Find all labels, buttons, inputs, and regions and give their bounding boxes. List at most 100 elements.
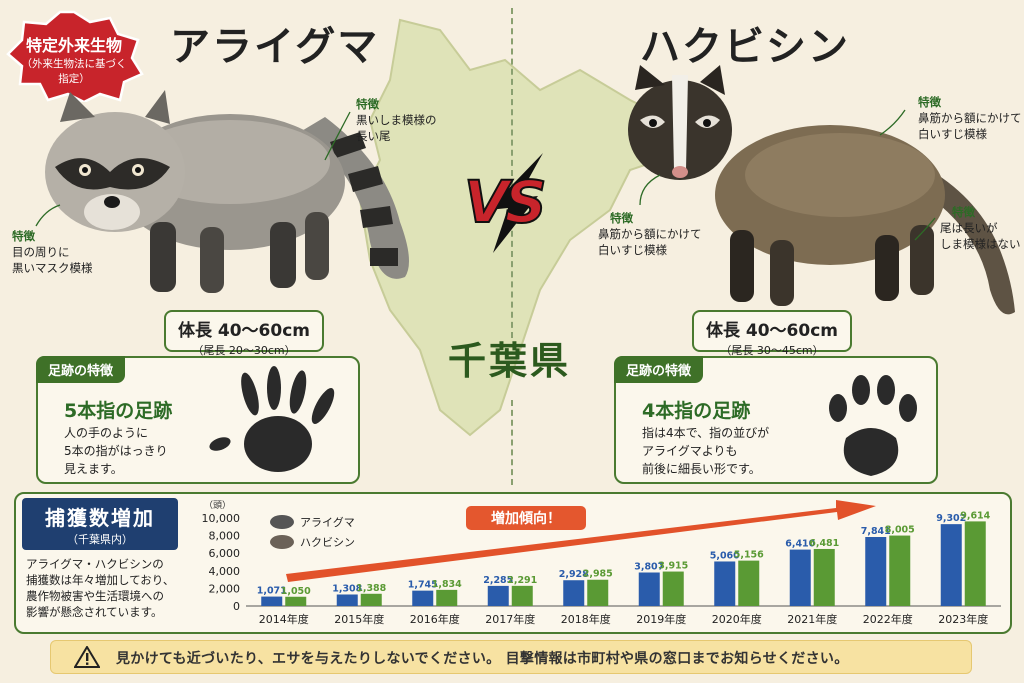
civet-feature-side-heading: 特徴 — [610, 211, 633, 225]
raccoon-footprint-title: 5本指の足跡 — [64, 400, 173, 422]
bar-value-label: 1,050 — [281, 586, 311, 597]
trend-arrow-shape — [286, 500, 876, 582]
bar-value-label: 6,481 — [809, 538, 839, 549]
chart-section-title: 捕獲数増加 — [45, 506, 155, 530]
civet-feature-tail-heading: 特徴 — [952, 205, 975, 219]
civet-head — [628, 65, 732, 180]
bar-civet — [360, 593, 382, 606]
bar-civet — [511, 585, 533, 606]
y-axis-unit: （頭） — [204, 500, 231, 511]
legend-item: ハクビシン — [270, 535, 355, 549]
chart-desc-1: アライグマ・ハクビシンの — [26, 557, 164, 571]
trend-arrow: 増加傾向！ — [286, 500, 876, 582]
legend-label: ハクビシン — [300, 536, 355, 549]
bar-value-label: 2,985 — [583, 569, 613, 580]
prefecture-label: 千葉県 — [448, 339, 572, 383]
bar-value-label: 1,071 — [257, 586, 287, 597]
civet-feature-top-heading: 特徴 — [918, 95, 941, 109]
raccoon-footprint-desc: 人の手のように 5本の指がはっきり 見えます。 — [64, 424, 168, 478]
bar-civet — [436, 589, 458, 606]
capture-bar-chart: （頭） 0 2,000 4,000 6,000 8,000 10,000 増加傾向！ アライ… — [202, 500, 1001, 626]
civet-tail — [920, 170, 1015, 315]
bar-raccoon — [336, 594, 358, 606]
civet-footprint-desc-3: 前後に細長い形です。 — [642, 462, 761, 476]
civet-footprint-icon — [829, 375, 917, 476]
civet-footprint-desc-1: 指は4本で、指の並びが — [642, 426, 770, 440]
bar-value-label: 5,156 — [734, 550, 764, 561]
civet-feature-top-line2: 白いすじ模様 — [918, 127, 987, 141]
bar-value-label: 6,410 — [785, 539, 815, 550]
raccoon-head — [45, 90, 185, 232]
x-tick-label: 2023年度 — [938, 612, 988, 626]
trend-label: 増加傾向！ — [491, 510, 561, 527]
bar-value-label: 3,915 — [658, 561, 688, 572]
y-tick-label: 0 — [233, 600, 240, 613]
bar-value-label: 9,302 — [936, 513, 966, 524]
bar-civet — [964, 521, 986, 606]
raccoon-size-sub: （尾長 20～30cm） — [192, 344, 296, 357]
y-tick-label: 10,000 — [202, 512, 241, 525]
raccoon-feature-face-line2: 黒いマスク模様 — [12, 261, 93, 275]
civet-feature-top-line1: 鼻筋から額にかけて — [918, 111, 1022, 125]
warning-bar — [50, 640, 972, 674]
legend-animal-icon — [270, 535, 294, 549]
badge-sub-2: 指定） — [58, 73, 90, 85]
badge-text: 特定外来生物 （外来生物法に基づく 指定） — [4, 32, 144, 86]
raccoon-feature-tail: 特徴 黒いしま模様の 長い尾 — [356, 96, 437, 144]
civet-feature-forehead-side: 特徴 鼻筋から額にかけて 白いすじ模様 — [598, 210, 702, 258]
vs-label: VS — [463, 167, 548, 237]
raccoon-size-box: 体長 40～60cm （尾長 20～30cm） — [164, 310, 324, 357]
raccoon-footprint-box: 足跡の特徴 5本指の足跡 人の手のように 5本の指がはっきり 見えます。 — [36, 356, 360, 484]
raccoon-feature-face-heading: 特徴 — [12, 229, 35, 243]
bar-raccoon — [714, 561, 736, 606]
bar-value-label: 9,614 — [960, 510, 990, 521]
bar-civet — [285, 596, 307, 606]
trend-label-bg — [466, 506, 586, 530]
bar-value-label: 1,308 — [332, 583, 362, 594]
civet-footprint-desc: 指は4本で、指の並びが アライグマよりも 前後に細長い形です。 — [642, 424, 769, 478]
bar-value-label: 1,745 — [408, 580, 438, 591]
chart-desc-2: 捕獲数は年々増加しており、 — [26, 573, 175, 587]
bar-value-label: 3,807 — [634, 561, 664, 572]
center-divider-lower — [511, 400, 513, 485]
bar-value-label: 1,388 — [356, 583, 386, 594]
warning-icon — [74, 646, 100, 668]
civet-footprint-box: 足跡の特徴 4本指の足跡 指は4本で、指の並びが アライグマよりも 前後に細長い… — [614, 356, 938, 484]
bar-raccoon — [638, 572, 660, 606]
raccoon-feature-tail-line2: 長い尾 — [356, 129, 391, 143]
bar-raccoon — [412, 590, 434, 606]
civet-feature-tail-line1: 尾は長いが — [940, 221, 998, 235]
bar-raccoon — [261, 596, 283, 606]
civet-footprint-header: 足跡の特徴 — [614, 356, 704, 383]
raccoon-feature-tail-heading: 特徴 — [356, 97, 379, 111]
civet-size-box: 体長 40～60cm （尾長 30～45cm） — [692, 310, 852, 357]
y-tick-label: 6,000 — [209, 547, 241, 560]
civet-size-sub: （尾長 30～45cm） — [720, 344, 824, 357]
warning-text: 見かけても近づいたり、エサを与えたりしないでください。 目撃情報は市町村や県の窓… — [116, 651, 849, 667]
civet-illustration — [628, 65, 1015, 315]
bar-raccoon — [940, 524, 962, 606]
bar-raccoon — [865, 536, 887, 606]
civet-feature-tail: 特徴 尾は長いが しま模様はない — [940, 204, 1021, 252]
raccoon-title: アライグマ — [170, 24, 380, 70]
y-tick-label: 8,000 — [209, 530, 241, 543]
bar-civet — [889, 535, 911, 606]
legend-label: アライグマ — [300, 515, 355, 529]
bar-value-label: 1,834 — [432, 579, 462, 590]
raccoon-footprint-desc-3: 見えます。 — [64, 462, 123, 476]
bar-civet — [738, 560, 760, 606]
chart-description: アライグマ・ハクビシンの 捕獲数は年々増加しており、 農作物被害や生活環境への … — [26, 556, 206, 620]
badge-sub-1: （外来生物法に基づく — [21, 58, 127, 70]
bar-raccoon — [563, 580, 585, 606]
raccoon-size-main: 体長 40～60cm — [177, 321, 311, 341]
bar-value-label: 7,841 — [861, 526, 891, 537]
bar-value-label: 2,928 — [559, 569, 589, 580]
bar-civet — [587, 579, 609, 606]
civet-footprint-desc-2: アライグマよりも — [642, 444, 738, 458]
x-tick-label: 2021年度 — [787, 612, 837, 626]
civet-feature-tail-line2: しま模様はない — [940, 237, 1021, 251]
civet-footprint-title: 4本指の足跡 — [642, 400, 751, 422]
civet-title: ハクビシン — [640, 24, 850, 70]
